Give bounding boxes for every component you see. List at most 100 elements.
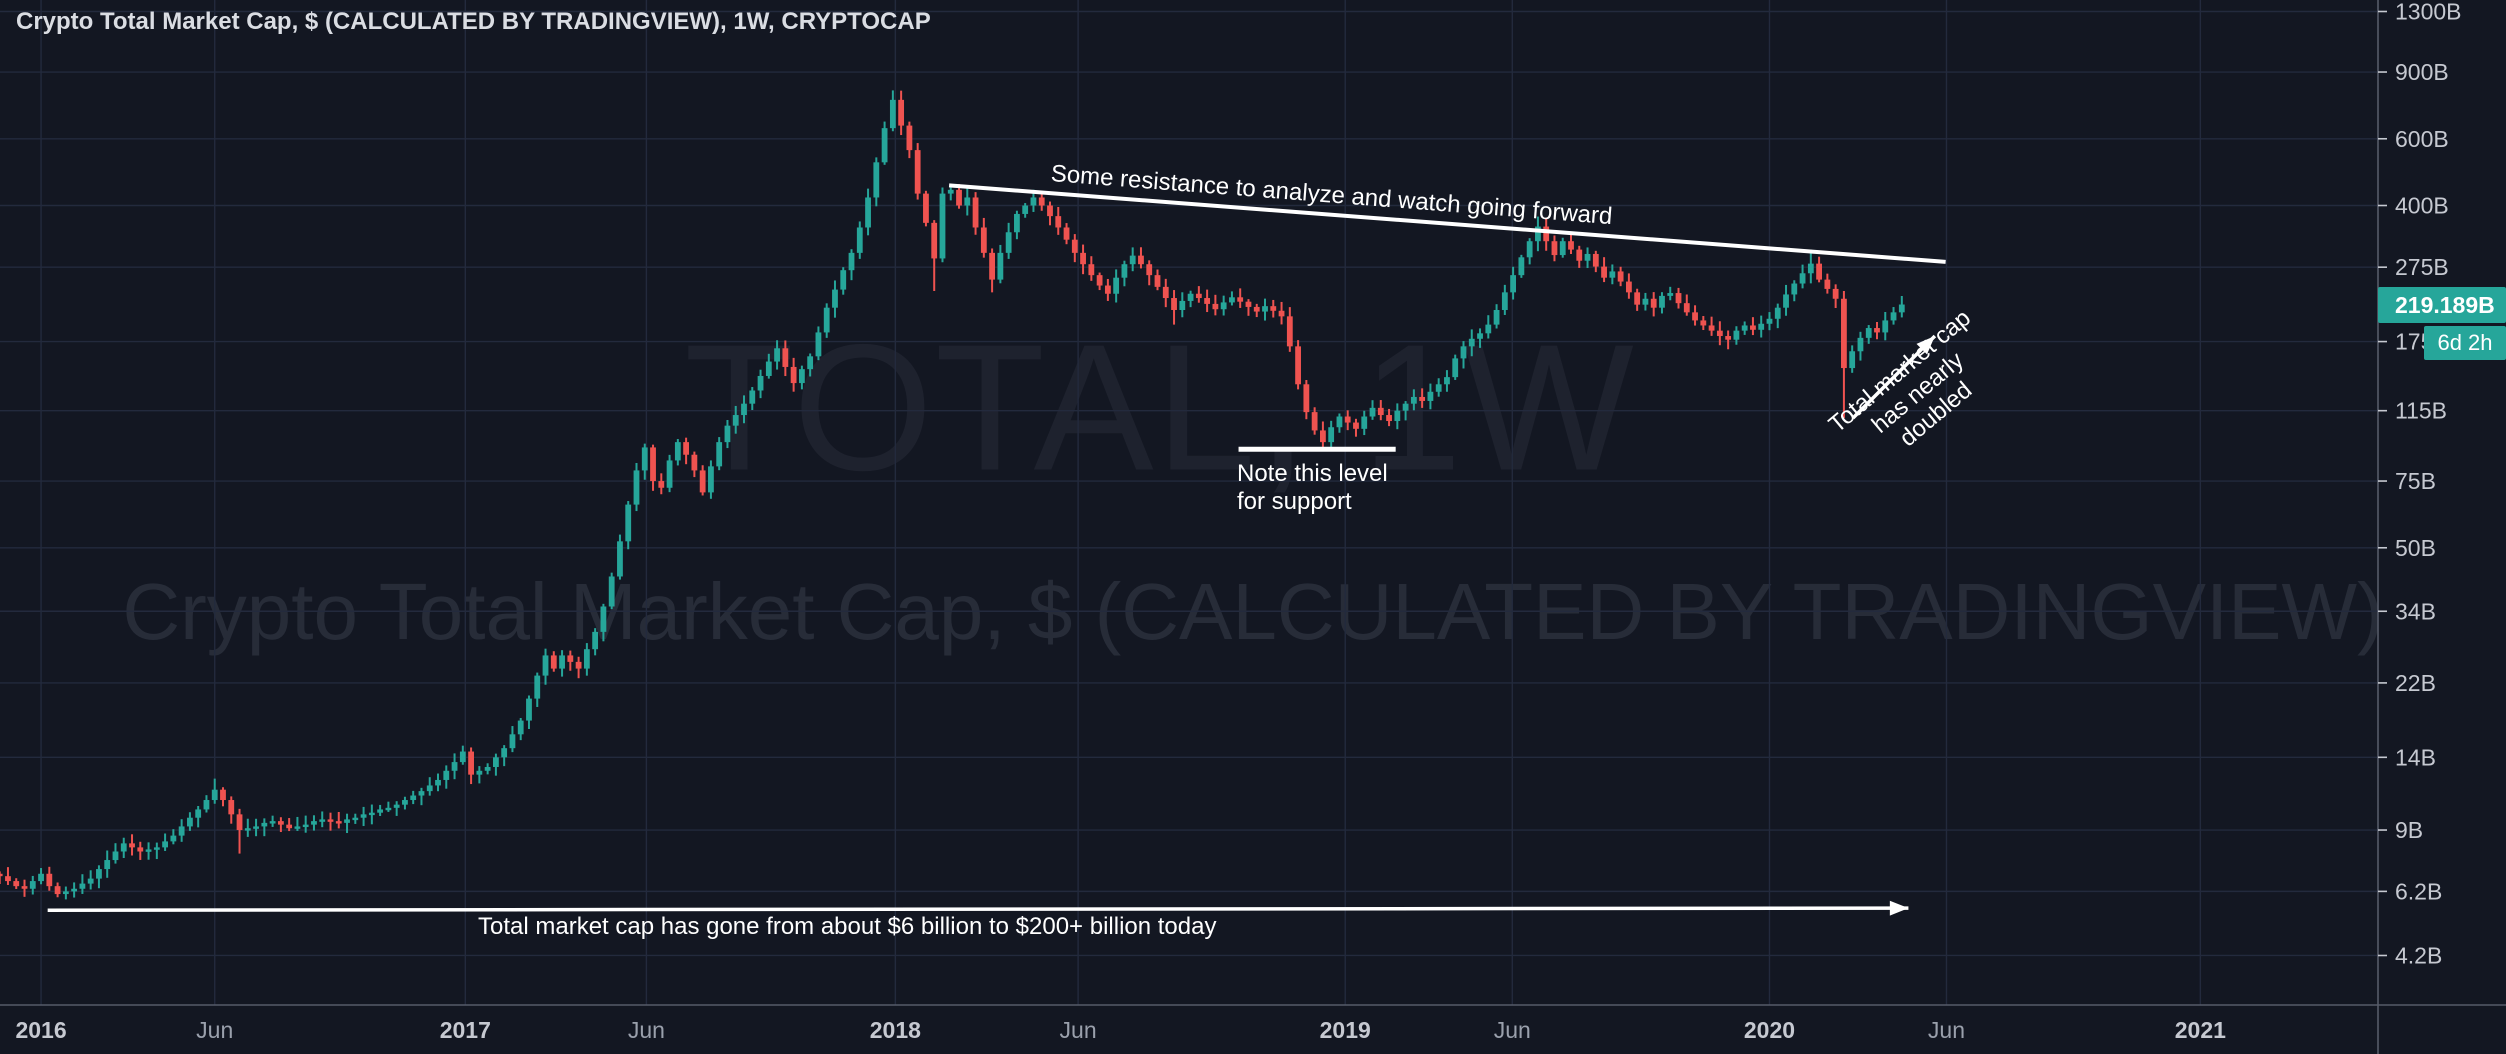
candle [1783, 284, 1789, 316]
candle-body [1270, 306, 1277, 311]
candle [972, 192, 979, 235]
candle [699, 465, 706, 496]
candle [931, 220, 938, 291]
time-axis-label: 2019 [1320, 1017, 1371, 1043]
doubled-arrow-head[interactable] [1916, 336, 1935, 355]
candle [129, 834, 135, 856]
time-axis[interactable]: 2016 Jun 2017 Jun 2018 Jun 2019 Jun 2020 Jun 2021 [15, 1017, 2226, 1043]
candle-body [674, 442, 681, 461]
candle [1344, 410, 1351, 431]
candle [1171, 290, 1177, 325]
candle-body [1295, 346, 1301, 385]
candle-body [1584, 253, 1591, 261]
candle-body [1022, 205, 1029, 214]
candle [377, 804, 384, 816]
candle [1849, 345, 1856, 373]
candle [732, 405, 739, 434]
candle-body [923, 193, 929, 223]
candle-body [145, 849, 152, 852]
candle [1667, 286, 1674, 301]
candle [468, 747, 474, 785]
candle-body [253, 826, 259, 829]
candle-body [550, 655, 557, 669]
time-axis-label: Jun [1494, 1017, 1531, 1043]
candle [856, 221, 863, 259]
growth-arrow-head[interactable] [1889, 900, 1909, 916]
candle [1386, 408, 1392, 427]
candle [1187, 290, 1194, 308]
candle-body [1353, 422, 1359, 429]
candle-body [989, 252, 995, 280]
candle [840, 267, 847, 295]
support-note[interactable]: Note this level for support [1237, 460, 1388, 516]
candle-body [1493, 310, 1500, 325]
candle-body [1030, 197, 1037, 206]
candle [203, 795, 210, 813]
candle-body [1766, 318, 1773, 324]
candle-body [1336, 416, 1343, 428]
candle-body [0, 873, 3, 877]
candle [1427, 383, 1434, 410]
candle [1750, 317, 1756, 336]
candle [1361, 410, 1368, 436]
candle [1634, 288, 1641, 311]
candle-body [38, 873, 44, 882]
candle-body [1195, 293, 1202, 299]
candle-body [1162, 286, 1169, 299]
candle [964, 188, 971, 216]
candle [782, 340, 789, 377]
candle [153, 842, 160, 860]
candle-body [832, 289, 838, 308]
candle [889, 90, 896, 132]
candle-body [1344, 416, 1351, 423]
candle [1162, 278, 1169, 308]
candle-body [120, 843, 127, 852]
candle-body [13, 881, 20, 887]
candle [1501, 284, 1508, 315]
candle-body [997, 252, 1004, 280]
candle [162, 833, 168, 851]
candle-body [1857, 337, 1864, 352]
candle-body [443, 770, 450, 780]
growth-note[interactable]: Total market cap has gone from about $6 … [478, 913, 1217, 940]
candle-body [1874, 328, 1880, 333]
candle-body [914, 150, 921, 194]
candle [617, 534, 623, 580]
price-axis-label: 115B [2395, 398, 2447, 424]
price-axis-label: 6.2B [2395, 878, 2442, 904]
candle-body [716, 442, 723, 467]
candle [302, 815, 309, 833]
candle-body [807, 356, 814, 370]
growth-arrow[interactable] [47, 906, 1909, 912]
candle [1468, 329, 1475, 357]
candle-body [534, 675, 541, 699]
candle [1179, 292, 1186, 318]
price-axis[interactable]: 1300B900B600B400B275B175B115B75B50B34B22… [2378, 0, 2462, 968]
candle [1113, 269, 1120, 303]
candle-body [170, 835, 177, 842]
candle-body [1898, 304, 1905, 313]
candle-body [1625, 281, 1632, 293]
candle-body [708, 466, 714, 493]
candle [559, 650, 565, 677]
candle [96, 865, 102, 889]
candle-body [724, 425, 731, 443]
candle-body [162, 841, 168, 848]
candle-body [1055, 216, 1062, 228]
candle-body [1138, 255, 1144, 265]
candle [286, 818, 293, 832]
candle-body [451, 762, 458, 771]
candle [344, 813, 350, 834]
candle-body [178, 826, 185, 836]
symbol-legend[interactable]: Crypto Total Market Cap, $ (CALCULATED B… [16, 8, 931, 35]
candle-body [1435, 384, 1442, 392]
candle-body [691, 454, 698, 471]
resistance-trendline[interactable] [948, 183, 1946, 264]
candle-body [137, 847, 144, 852]
candle [1129, 247, 1136, 272]
doubled-arrow[interactable] [1851, 334, 1937, 420]
candle [1518, 254, 1525, 278]
candle-body [1187, 293, 1194, 301]
